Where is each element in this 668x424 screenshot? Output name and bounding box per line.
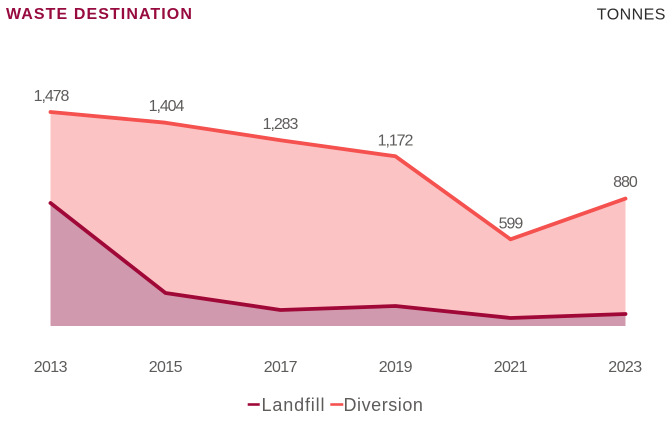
svg-text:1,283: 1,283 (263, 116, 299, 133)
svg-text:Diversion: Diversion (344, 395, 424, 415)
svg-text:2021: 2021 (494, 359, 528, 376)
svg-text:2019: 2019 (379, 359, 413, 376)
svg-text:599: 599 (499, 216, 524, 233)
svg-text:1,404: 1,404 (149, 98, 185, 115)
svg-text:TONNES: TONNES (597, 7, 666, 24)
svg-text:WASTE DESTINATION: WASTE DESTINATION (6, 6, 193, 23)
svg-text:Landfill: Landfill (262, 395, 326, 415)
svg-text:2015: 2015 (149, 359, 183, 376)
svg-text:880: 880 (613, 174, 638, 191)
svg-text:1,478: 1,478 (34, 88, 70, 105)
svg-text:1,172: 1,172 (378, 133, 414, 150)
svg-text:2013: 2013 (34, 359, 68, 376)
svg-text:2017: 2017 (264, 359, 298, 376)
svg-text:2023: 2023 (608, 359, 642, 376)
